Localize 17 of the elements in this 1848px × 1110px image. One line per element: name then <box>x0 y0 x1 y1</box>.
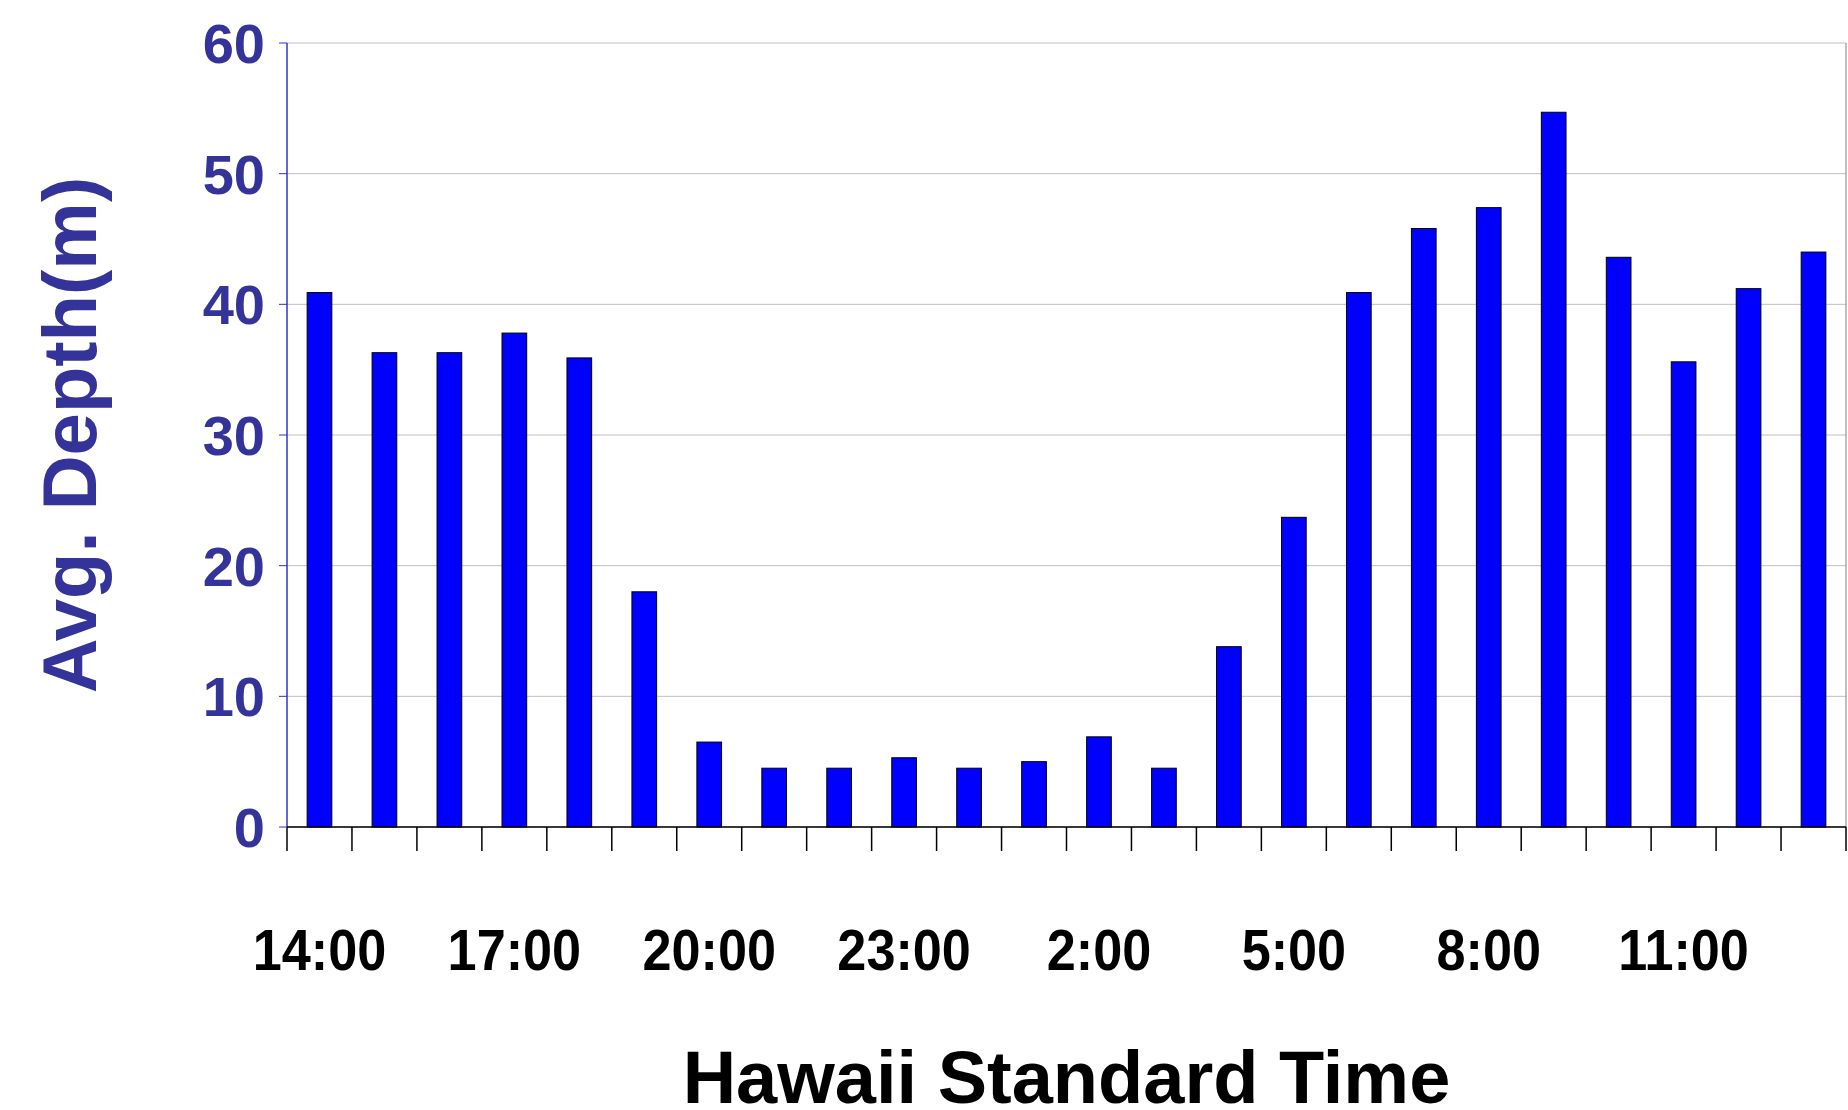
x-axis-title: Hawaii Standard Time <box>682 1036 1451 1110</box>
x-tick-label: 20:00 <box>642 917 776 983</box>
x-tick-label: 5:00 <box>1241 917 1347 983</box>
x-tick-label: 2:00 <box>1046 917 1152 983</box>
y-tick-label: 60 <box>202 12 265 76</box>
y-tick-label: 20 <box>202 534 265 598</box>
x-tick-label: 8:00 <box>1436 917 1541 983</box>
y-tick-label: 10 <box>202 665 265 729</box>
y-tick-label: 0 <box>233 796 265 860</box>
y-tick-label: 50 <box>202 142 265 206</box>
x-tick-label: 11:00 <box>1618 917 1749 983</box>
y-tick-label: 30 <box>202 404 265 468</box>
x-tick-label: 17:00 <box>447 917 582 983</box>
y-tick-label: 40 <box>202 273 265 337</box>
y-axis-title: Avg. Depth(m) <box>27 176 112 694</box>
x-tick-label: 23:00 <box>837 917 971 983</box>
x-tick-label: 14:00 <box>252 917 387 983</box>
